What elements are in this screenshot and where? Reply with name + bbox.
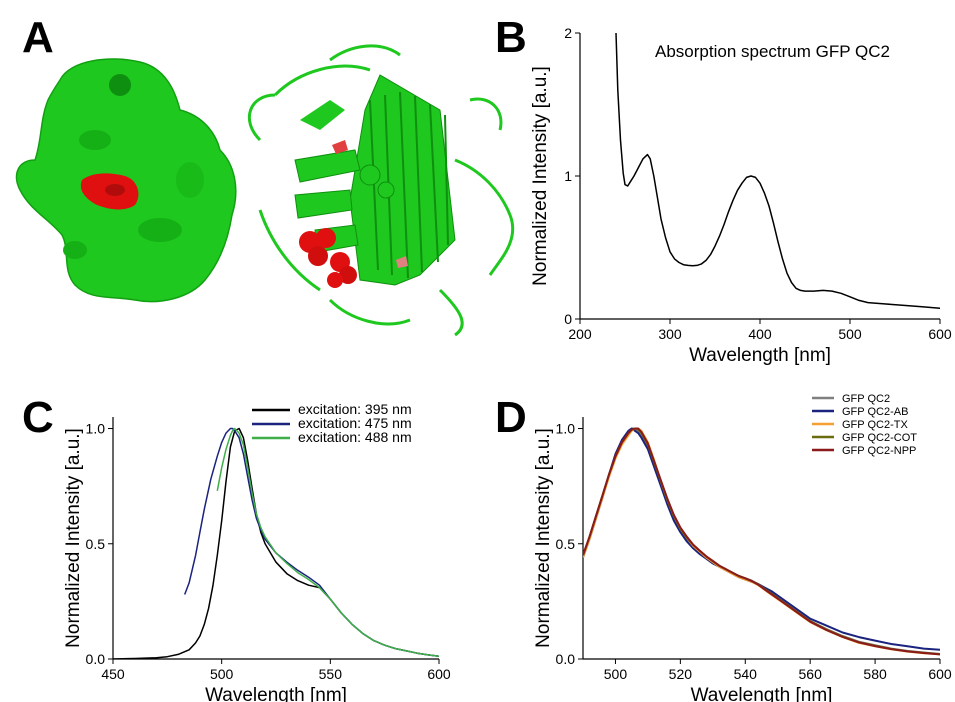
x-axis-label: Wavelength [nm] <box>689 345 831 366</box>
x-tick-label: 550 <box>319 666 343 682</box>
panel-a: A <box>15 13 515 337</box>
y-tick-label: 1.0 <box>86 421 106 437</box>
panel-label-c: C <box>22 393 54 442</box>
series-line <box>583 427 940 651</box>
x-tick-label: 600 <box>928 666 952 682</box>
legend-label: GFP QC2 <box>842 393 890 405</box>
protein-cartoon-image <box>247 44 515 337</box>
y-tick-label: 0.5 <box>556 536 576 552</box>
y-axis-label: Normalized Intensity [a.u.] <box>530 66 551 286</box>
excitation-emission-chart: 450 500 550 600 0.0 0.5 1.0 Wavelength [nm] Norm… <box>63 401 451 702</box>
x-axis-label: Wavelength [nm] <box>205 685 347 702</box>
x-tick-label: 560 <box>799 666 823 682</box>
legend-label: GFP QC2-TX <box>842 419 908 431</box>
y-tick-label: 1 <box>564 168 572 184</box>
x-tick-label: 300 <box>658 326 682 342</box>
x-tick-label: 450 <box>101 666 125 682</box>
y-tick-label: 0.5 <box>86 536 106 552</box>
x-tick-label: 200 <box>568 326 592 342</box>
y-tick-label: 0 <box>564 311 572 327</box>
legend-label: excitation: 475 nm <box>298 415 412 431</box>
x-tick-label: 400 <box>748 326 772 342</box>
legend-label: excitation: 488 nm <box>298 429 412 445</box>
x-tick-label: 500 <box>604 666 628 682</box>
x-tick-label: 580 <box>863 666 887 682</box>
panel-label-d: D <box>495 393 527 442</box>
legend-label: excitation: 395 nm <box>298 401 412 417</box>
series-line <box>583 427 940 655</box>
x-tick-label: 540 <box>734 666 758 682</box>
legend-label: GFP QC2-COT <box>842 432 917 444</box>
panel-label-a: A <box>22 13 54 62</box>
series-line <box>615 32 940 310</box>
y-tick-label: 1.0 <box>556 421 576 437</box>
chart-title: Absorption spectrum GFP QC2 <box>655 42 890 61</box>
x-tick-label: 600 <box>928 326 952 342</box>
y-tick-label: 2 <box>564 25 572 41</box>
y-axis-label: Normalized Intensity [a.u.] <box>63 428 84 648</box>
y-tick-label: 0.0 <box>86 651 106 667</box>
x-tick-label: 520 <box>669 666 693 682</box>
legend-label: GFP QC2-AB <box>842 406 908 418</box>
y-tick-label: 0.0 <box>556 651 576 667</box>
series-line <box>583 427 940 656</box>
absorption-chart: 200 300 400 500 600 0 1 2 Wavelength [nm] Normali… <box>530 25 952 366</box>
series-line <box>583 427 940 656</box>
series-line <box>583 427 940 656</box>
variant-emission-chart: 500 520 540 560 580 600 0.0 0.5 1.0 Wavelength [n… <box>533 393 952 702</box>
series-line <box>113 427 439 659</box>
series-line <box>216 427 439 657</box>
x-tick-label: 500 <box>210 666 234 682</box>
panel-label-b: B <box>495 13 527 62</box>
protein-surface-image <box>15 58 237 303</box>
x-axis-label: Wavelength [nm] <box>691 685 833 702</box>
legend-label: GFP QC2-NPP <box>842 445 916 457</box>
x-tick-label: 500 <box>838 326 862 342</box>
y-axis-label: Normalized Intensity [a.u.] <box>533 428 554 648</box>
x-tick-label: 600 <box>427 666 451 682</box>
